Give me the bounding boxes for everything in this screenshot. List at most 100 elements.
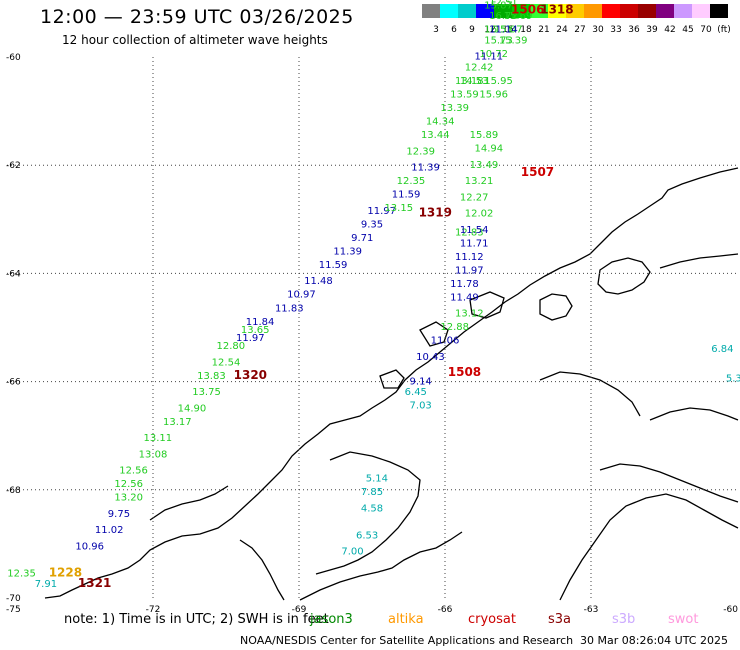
wave-height-value: 13.15: [384, 203, 413, 214]
wave-height-value: 12.88: [440, 322, 469, 333]
color-scale-label: 12: [484, 25, 495, 34]
wave-height-value: 11.06: [431, 336, 460, 347]
color-swatch: [584, 4, 602, 18]
coastline-segment: [599, 463, 739, 503]
wave-height-value: 14.94: [474, 144, 503, 155]
wave-height-value: 13.44: [421, 130, 450, 141]
latitude-label: -64: [6, 269, 21, 279]
wave-height-value: 11.49: [450, 292, 479, 303]
coastline-segment: [44, 167, 739, 599]
orbit-pass-label: 1320: [234, 368, 267, 382]
wave-height-value: 12.02: [465, 209, 494, 220]
wave-height-value: 15.07: [494, 25, 523, 36]
wave-height-value: 13.11: [144, 433, 173, 444]
wave-height-value: 13.59: [450, 90, 479, 101]
wave-height-value: 11.59: [392, 190, 421, 201]
longitude-label: -69: [292, 605, 307, 612]
wave-height-value: 14.53: [460, 76, 489, 87]
coastline-segment: [149, 485, 229, 521]
orbit-pass-label: 1506: [511, 3, 544, 17]
coastline-segment: [419, 321, 449, 347]
wave-height-value: 11.71: [460, 238, 489, 249]
wave-height-value: 10.72: [479, 49, 508, 60]
axis-labels: -60 -62 -64 -66 -68 -70-75 -72 -69 -66 -63 -60: [6, 53, 738, 612]
color-swatch: [458, 4, 476, 18]
wave-height-map: -60 -62 -64 -66 -68 -70-75 -72 -69 -66 -63 -60 12.…: [6, 0, 740, 612]
wave-height-value: 11.97: [455, 265, 484, 276]
color-scale-label: 18: [520, 25, 532, 34]
wave-height-value: 12.35: [397, 176, 426, 187]
wave-height-value: 6.53: [356, 530, 378, 541]
coastline-segment: [559, 493, 739, 601]
color-swatch: [494, 4, 512, 18]
orbit-pass-label: 1321: [78, 576, 111, 590]
satellite-legend-item: jason3: [310, 612, 353, 627]
coastline-segment: [239, 539, 285, 601]
satellite-legend-item: s3b: [612, 612, 636, 627]
satellite-legend-item: altika: [388, 612, 424, 627]
wave-height-value: 12.54: [212, 357, 241, 368]
color-scale-label: 15: [502, 25, 513, 34]
wave-height-value: 12.51: [489, 0, 518, 9]
timestamp-text: 30 Mar 08:26:04 UTC 2025: [580, 634, 728, 647]
wave-height-value: 15.87: [484, 0, 513, 11]
coastline-segment: [299, 531, 463, 601]
wave-height-value: 6.84: [711, 344, 733, 355]
wave-height-value: 11.12: [455, 252, 484, 263]
wave-height-value: 12.56: [119, 466, 148, 477]
wave-height-value: 11.11: [474, 52, 503, 63]
wave-height-value: 9.71: [351, 233, 373, 244]
coastline-segment: [539, 371, 641, 417]
wave-height-value: 13.39: [440, 103, 469, 114]
wave-height-value: 13.17: [163, 417, 192, 428]
color-scale-label: 30: [592, 25, 604, 34]
wave-height-value: 11.48: [304, 276, 333, 287]
wave-height-value: 15.89: [470, 130, 499, 141]
wave-height-value: 12.39: [406, 146, 435, 157]
wave-observations: 12.357.91122810.9611.029.7513.2012.5612.…: [7, 0, 740, 590]
wave-height-value: 11.39: [333, 246, 362, 257]
latitude-label: -62: [6, 161, 21, 171]
coastline-segment: [659, 253, 739, 269]
color-scale-label: 70: [700, 25, 712, 34]
color-swatch: [548, 4, 566, 18]
credit-text: NOAA/NESDIS Center for Satellite Applica…: [240, 634, 574, 647]
color-swatch: [476, 4, 494, 18]
color-scale-label: 27: [574, 25, 585, 34]
longitude-label: -75: [6, 605, 21, 612]
color-swatch: [692, 4, 710, 18]
wave-height-value: 12.42: [465, 63, 494, 74]
color-scale-label: 36: [628, 25, 640, 34]
wave-height-value: 13.75: [192, 387, 221, 398]
wave-height-value: 11.59: [319, 260, 348, 271]
wave-height-value: 10.97: [287, 290, 316, 301]
coastline-segment: [315, 451, 421, 575]
wave-height-value: 11.54: [460, 225, 489, 236]
wave-height-value: 13.08: [139, 449, 168, 460]
wave-height-value: 13.21: [465, 176, 494, 187]
footer-note: note: 1) Time is in UTC; 2) SWH is in fe…: [64, 612, 329, 627]
wave-height-value: 13.49: [470, 160, 499, 171]
wave-height-value: 11.02: [95, 525, 124, 536]
page-subtitle: 12 hour collection of altimeter wave hei…: [62, 33, 328, 47]
satellite-legend-item: s3a: [548, 612, 572, 627]
color-scale-label: 6: [451, 25, 457, 34]
wave-height-value: 11.83: [275, 303, 304, 314]
wave-height-value: 9.35: [361, 219, 383, 230]
wave-height-value: 6.45: [405, 387, 427, 398]
longitude-label: -66: [438, 605, 453, 612]
wave-height-value: 15.73: [484, 35, 513, 46]
orbit-pass-label: 1508: [448, 365, 481, 379]
wave-height-value: 10.96: [75, 541, 104, 552]
color-swatch: [422, 4, 440, 18]
latitude-label: -66: [6, 378, 21, 388]
wave-height-value: 13.83: [197, 371, 226, 382]
latitude-label: -68: [6, 486, 21, 496]
wave-height-value: 15.39: [499, 35, 528, 46]
wave-height-value: 13.20: [114, 493, 143, 504]
wave-height-value: 13.12: [455, 309, 484, 320]
color-scale-label: 45: [682, 25, 693, 34]
wave-height-value: 14.90: [178, 403, 207, 414]
coastline-segment: [649, 407, 739, 421]
wave-height-value: 13.65: [241, 325, 270, 336]
